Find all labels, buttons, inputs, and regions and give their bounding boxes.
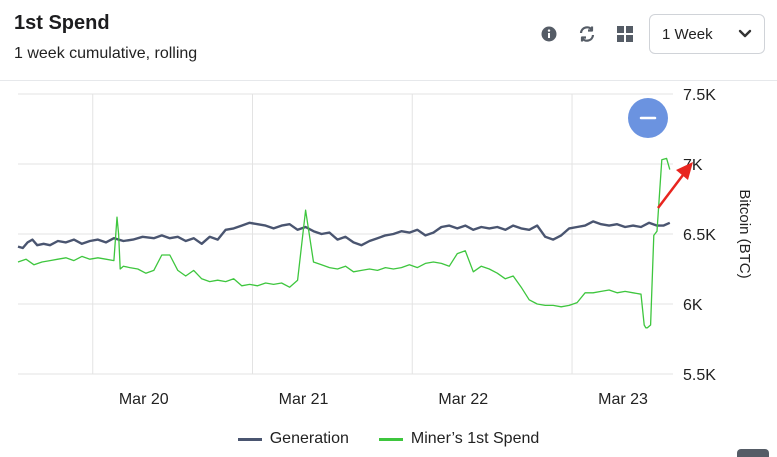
y-tick-label: 5.5K <box>683 367 716 384</box>
legend-swatch-generation <box>237 437 262 441</box>
chart-title: 1st Spend <box>14 12 110 34</box>
series-line-generation <box>17 220 671 250</box>
legend-label-generation: Generation <box>269 430 349 447</box>
y-axis-title: Bitcoin (BTC) <box>736 189 753 278</box>
legend-item-spend[interactable]: Miner’s 1st Spend <box>378 430 540 448</box>
refresh-icon[interactable] <box>573 20 601 48</box>
annotation-arrow-shaft <box>657 170 687 209</box>
legend-label-spend: Miner’s 1st Spend <box>410 430 540 447</box>
y-tick-label: 6K <box>683 297 703 314</box>
series-line-spend <box>17 157 671 329</box>
corner-tab[interactable] <box>737 449 769 457</box>
legend-swatch-spend <box>378 437 403 441</box>
chart-toolbar: 1 Week <box>535 14 765 54</box>
header-divider <box>0 80 777 81</box>
x-tick-label: Mar 20 <box>119 391 169 408</box>
grid-icon[interactable] <box>611 20 639 48</box>
period-select[interactable]: 1 Week <box>649 14 765 54</box>
x-tick-label: Mar 23 <box>598 391 648 408</box>
chevron-down-icon <box>738 29 752 38</box>
chart-legend: Generation Miner’s 1st Spend <box>0 430 777 448</box>
y-tick-label: 6.5K <box>683 227 716 244</box>
x-tick-label: Mar 21 <box>279 391 329 408</box>
x-tick-label: Mar 22 <box>438 391 488 408</box>
period-select-value: 1 Week <box>662 25 713 43</box>
annotation-arrow-head <box>676 162 693 180</box>
info-icon[interactable] <box>535 20 563 48</box>
y-tick-label: 7.5K <box>683 87 716 104</box>
chart-subtitle: 1 week cumulative, rolling <box>14 45 198 62</box>
legend-item-generation[interactable]: Generation <box>237 430 349 448</box>
